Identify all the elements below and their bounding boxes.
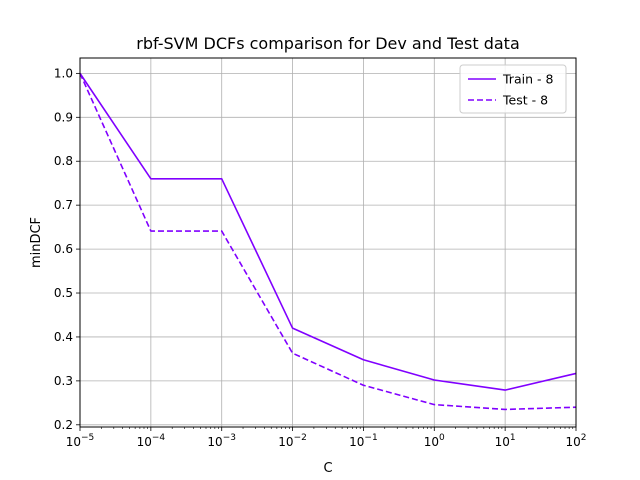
x-tick-label: 102 (565, 433, 586, 449)
x-tick-exponent: 1 (510, 433, 516, 443)
x-tick-base: 10 (137, 435, 152, 449)
x-tick-base: 10 (207, 435, 222, 449)
y-tick-label: 0.8 (54, 154, 73, 168)
x-tick-label: 10−2 (278, 433, 307, 449)
x-tick-exponent: 0 (439, 433, 445, 443)
series-layer (79, 72, 577, 411)
y-tick-label: 0.7 (54, 198, 73, 212)
x-tick-exponent: −4 (152, 433, 166, 443)
x-tick-label: 100 (424, 433, 445, 449)
x-tick-exponent: 2 (581, 433, 587, 443)
x-tick-exponent: −2 (294, 433, 307, 443)
x-axis-label: C (323, 461, 332, 476)
y-tick-label: 0.9 (54, 110, 73, 124)
x-tick-base: 10 (495, 435, 510, 449)
x-axis: 10−5 10−4 10−3 10−2 10−1 100 101 102 (66, 427, 587, 449)
series-line (79, 73, 577, 411)
series-line (79, 72, 577, 391)
legend-box (459, 64, 567, 114)
plot-frame (79, 57, 577, 428)
legend-label: Test - 8 (502, 93, 548, 108)
x-tick-base: 10 (565, 435, 580, 449)
y-tick-label: 0.5 (54, 286, 73, 300)
x-tick-label: 10−3 (207, 433, 236, 449)
x-tick-label: 10−4 (137, 433, 166, 449)
x-tick-base: 10 (424, 435, 439, 449)
y-axis-label: minDCF (29, 217, 44, 268)
x-tick-label: 10−1 (349, 433, 378, 449)
x-tick-base: 10 (66, 435, 81, 449)
y-tick-label: 0.3 (54, 374, 73, 388)
x-tick-base: 10 (278, 435, 293, 449)
x-tick-label: 101 (495, 433, 516, 449)
y-tick-label: 0.4 (54, 330, 73, 344)
y-tick-label: 0.6 (54, 242, 73, 256)
x-tick-exponent: −3 (223, 433, 236, 443)
y-axis: 0.2 0.3 0.4 0.5 0.6 0.7 0.8 0.9 1.0 (54, 66, 80, 432)
y-tick-label: 0.2 (54, 418, 73, 432)
legend: Train - 8 Test - 8 (459, 64, 567, 114)
x-tick-exponent: −1 (364, 433, 377, 443)
x-tick-label: 10−5 (66, 433, 95, 449)
x-tick-base: 10 (349, 435, 364, 449)
legend-label: Train - 8 (502, 72, 553, 87)
y-tick-label: 1.0 (54, 66, 73, 80)
chart-title: rbf-SVM DCFs comparison for Dev and Test… (136, 34, 520, 53)
x-tick-exponent: −5 (81, 433, 94, 443)
